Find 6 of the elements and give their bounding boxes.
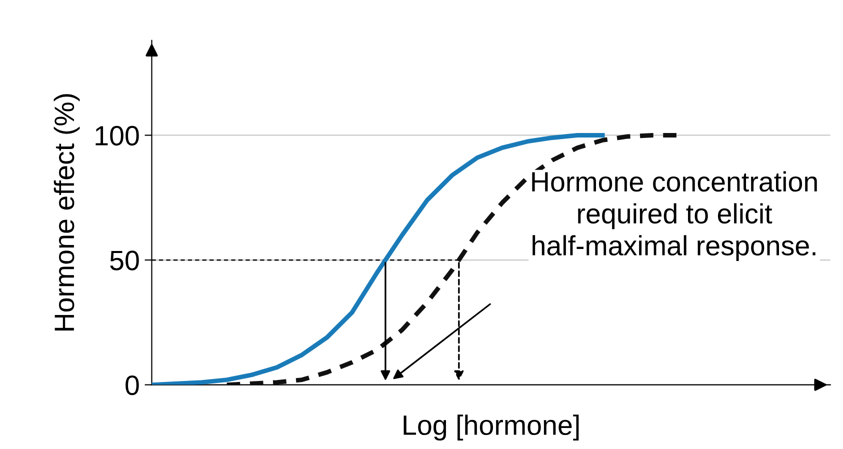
x-axis-title: Log [hormone] — [404, 414, 579, 441]
y-tick-label: 0 — [126, 375, 139, 396]
annotation: Hormone concentration required to elicit half-maximal response. — [532, 171, 817, 262]
y-tick-label: 50 — [110, 250, 139, 270]
y-axis-title: Hormone effect (%) — [54, 94, 80, 330]
y-tick-label: 100 — [96, 126, 139, 146]
